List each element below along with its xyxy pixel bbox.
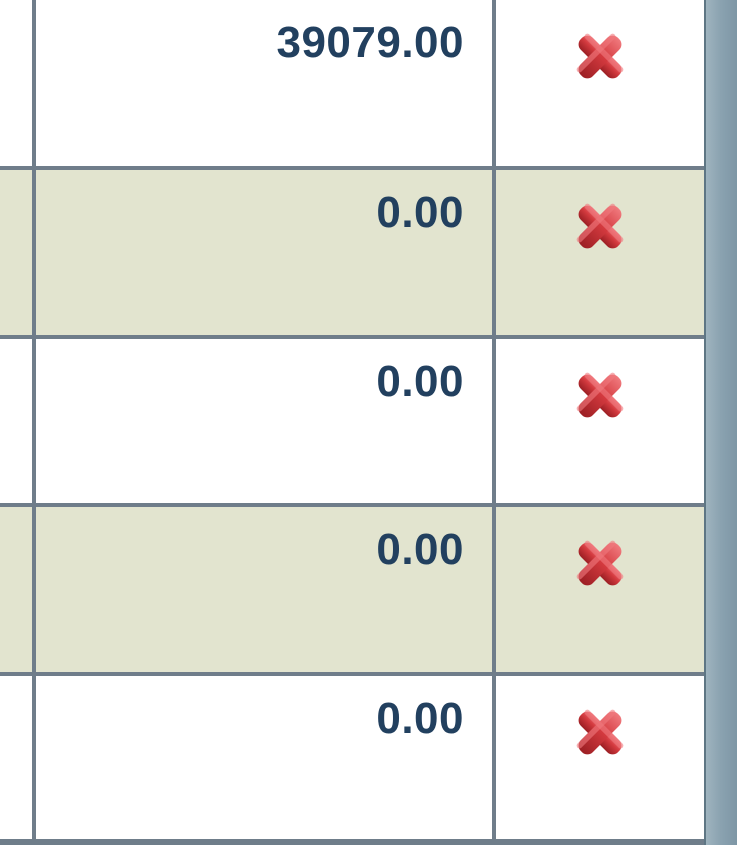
data-table: 39079.00 0.00: [0, 0, 704, 845]
delete-x-icon: [570, 366, 630, 426]
scrollbar-rail[interactable]: [704, 0, 737, 845]
action-cell: [494, 337, 704, 505]
value-text: 39079.00: [276, 18, 464, 68]
row-left-sliver: [0, 0, 34, 168]
value-text: 0.00: [376, 525, 464, 575]
row-left-sliver: [0, 337, 34, 505]
delete-button[interactable]: [565, 192, 635, 262]
data-table-body: 39079.00 0.00: [0, 0, 704, 842]
value-cell: 0.00: [34, 168, 494, 336]
delete-button[interactable]: [565, 529, 635, 599]
delete-x-icon: [570, 27, 630, 87]
value-text: 0.00: [376, 357, 464, 407]
delete-button[interactable]: [565, 361, 635, 431]
value-cell: 0.00: [34, 674, 494, 842]
table-row: 0.00: [0, 337, 704, 505]
table-row: 0.00: [0, 674, 704, 842]
delete-x-icon: [570, 703, 630, 763]
row-left-sliver: [0, 674, 34, 842]
table-row: 39079.00: [0, 0, 704, 168]
delete-button[interactable]: [565, 698, 635, 768]
row-left-sliver: [0, 168, 34, 336]
delete-x-icon: [570, 197, 630, 257]
action-cell: [494, 505, 704, 673]
action-cell: [494, 674, 704, 842]
value-text: 0.00: [376, 694, 464, 744]
value-text: 0.00: [376, 188, 464, 238]
action-cell: [494, 0, 704, 168]
action-cell: [494, 168, 704, 336]
data-table-wrap: 39079.00 0.00: [0, 0, 704, 845]
delete-button[interactable]: [565, 22, 635, 92]
table-row: 0.00: [0, 505, 704, 673]
value-cell: 0.00: [34, 337, 494, 505]
table-row: 0.00: [0, 168, 704, 336]
value-cell: 39079.00: [34, 0, 494, 168]
row-left-sliver: [0, 505, 34, 673]
delete-x-icon: [570, 534, 630, 594]
value-cell: 0.00: [34, 505, 494, 673]
